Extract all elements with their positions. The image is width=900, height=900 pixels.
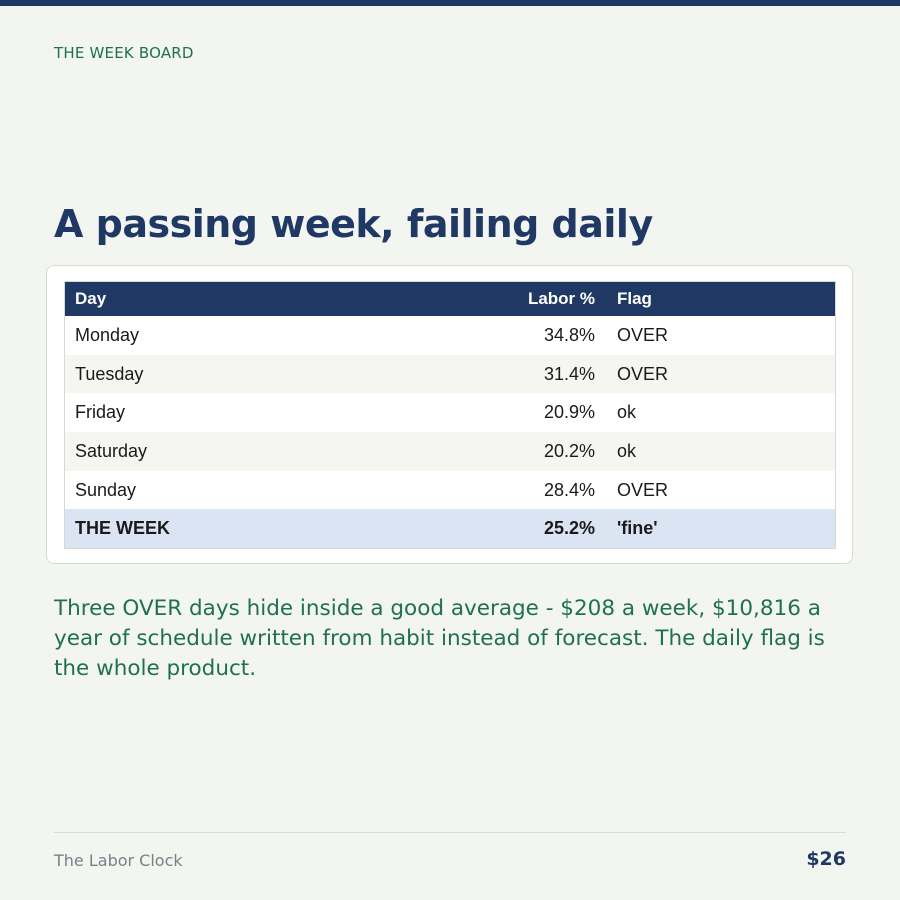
table-cell: 'fine'	[605, 509, 836, 549]
column-header: Day	[64, 281, 485, 316]
table-cell: ok	[605, 432, 836, 471]
table: Day Labor % Flag Monday 34.8% OVER Tuesday 31.…	[64, 281, 836, 550]
table-cell: Friday	[75, 402, 126, 423]
brand: The Labor Clock	[54, 851, 183, 870]
table-cell: Sunday	[75, 479, 137, 500]
column-header: Flag	[605, 281, 836, 316]
table-cell: 20.9%	[543, 402, 595, 423]
footer-rule	[54, 832, 846, 833]
table-row: Friday 20.9% ok	[65, 393, 836, 432]
table-row: Sunday 28.4% OVER	[65, 471, 836, 510]
table-cell: 25.2%	[485, 509, 605, 549]
header-row: Day Labor % Flag	[64, 281, 836, 316]
table-cell: 34.8%	[543, 324, 595, 345]
table-cell: 31.4%	[485, 354, 605, 394]
table-row: Saturday 20.2% ok	[64, 432, 836, 471]
price: $26	[806, 848, 846, 870]
table-cell: OVER	[617, 479, 669, 500]
table-cell: Tuesday	[64, 354, 485, 394]
table-cell: OVER	[617, 324, 669, 345]
table-cell: Saturday	[64, 432, 485, 471]
table-card: Day Labor % Flag Monday 34.8% OVER Tuesday 31.…	[46, 265, 853, 564]
table-cell: Monday	[75, 324, 140, 345]
table-row: Monday 34.8% OVER	[65, 316, 836, 355]
table-row: THE WEEK 25.2%'fine'	[64, 509, 836, 549]
table-row: Tuesday 31.4% OVER	[64, 354, 836, 394]
table-cell: THE WEEK	[64, 509, 485, 549]
table-cell: 20.2%	[485, 432, 605, 471]
caption: Three OVER days hide inside a good avera…	[54, 596, 825, 681]
top-bar	[0, 0, 900, 6]
table-cell: OVER	[605, 354, 836, 394]
title: A passing week, failing daily	[54, 202, 653, 246]
table-cell: 28.4%	[543, 479, 595, 500]
table-cell: ok	[617, 402, 637, 423]
kicker: THE WEEK BOARD	[54, 44, 194, 62]
column-header: Labor %	[485, 281, 605, 316]
